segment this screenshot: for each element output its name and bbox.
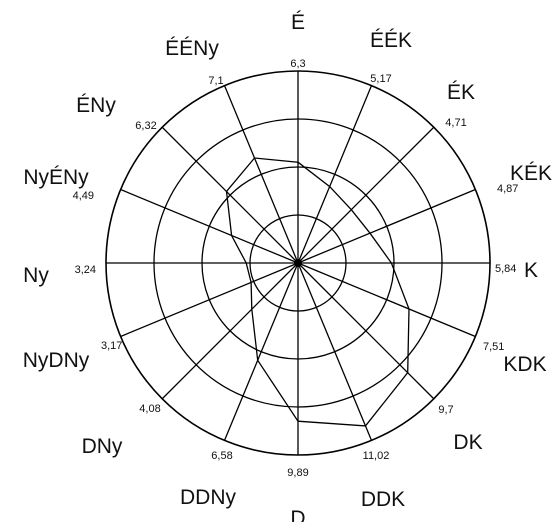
value-label: 3,17: [101, 340, 122, 352]
data-series-polygon: [225, 157, 410, 427]
value-label: 4,87: [497, 183, 518, 195]
spoke-DNy: [161, 262, 299, 400]
value-label: 9,89: [287, 467, 308, 479]
value-label: 7,1: [208, 75, 223, 87]
direction-label: NyÉNy: [23, 166, 89, 189]
spoke-ÉÉNy: [223, 85, 299, 264]
direction-label: DDK: [361, 488, 405, 511]
spoke-ÉNy: [161, 126, 299, 264]
value-label: 6,32: [135, 120, 156, 132]
value-label: 4,08: [139, 403, 160, 415]
direction-labels: É ÉÉK ÉK KÉK K KDK DK DDK D DDNy DNy NyDNy Ny NyÉNy ÉN…: [23, 11, 552, 522]
direction-label: É: [291, 11, 305, 34]
direction-label: D: [290, 507, 305, 522]
value-label: 7,51: [483, 341, 504, 353]
spoke-NyÉNy: [120, 188, 299, 264]
center-point: [294, 259, 302, 267]
direction-spokes: [106, 71, 490, 455]
spoke-DK: [297, 262, 435, 400]
direction-label: ÉK: [447, 81, 475, 104]
value-label: 9,7: [438, 404, 453, 416]
value-label: 5,84: [495, 263, 516, 275]
spoke-ÉK: [297, 126, 435, 264]
value-label: 6,58: [211, 450, 232, 462]
spoke-NyDNy: [120, 262, 299, 338]
direction-label: DK: [453, 431, 482, 454]
spoke-ÉÉK: [297, 85, 373, 264]
value-label: 6,3: [290, 58, 305, 70]
direction-label: ÉÉNy: [165, 37, 219, 60]
spoke-DDK: [297, 262, 373, 441]
direction-label: DDNy: [180, 486, 236, 509]
value-label: 5,17: [370, 73, 391, 85]
direction-label: K: [524, 259, 538, 282]
direction-label: KDK: [503, 353, 546, 376]
direction-label: Ny: [23, 264, 49, 287]
direction-label: ÉNy: [76, 94, 116, 117]
value-labels: 6,3 5,17 4,71 4,87 5,84 7,51 9,7 11,02 9,89 6,58 4…: [73, 58, 519, 479]
spoke-DDNy: [223, 262, 299, 441]
spoke-KDK: [297, 262, 476, 338]
value-label: 4,49: [73, 190, 94, 202]
direction-label: KÉK: [510, 162, 552, 185]
value-label: 3,24: [75, 264, 96, 276]
direction-label: ÉÉK: [370, 29, 412, 52]
direction-label: NyDNy: [23, 349, 90, 372]
value-label: 4,71: [445, 117, 466, 129]
spoke-KÉK: [297, 188, 476, 264]
value-label: 11,02: [363, 450, 390, 462]
direction-label: DNy: [82, 435, 123, 458]
